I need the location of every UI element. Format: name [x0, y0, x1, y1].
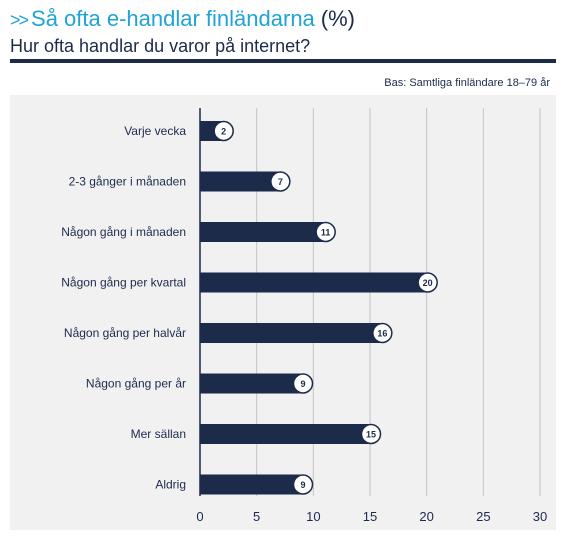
category-label: Aldrig: [155, 478, 186, 492]
x-tick-label: 20: [419, 509, 433, 524]
value-marker: [270, 171, 291, 192]
category-label: Någon gång per kvartal: [61, 276, 186, 290]
value-marker: [213, 120, 234, 142]
value-label: 15: [366, 430, 376, 440]
category-label: Varje vecka: [124, 124, 186, 138]
chart-panel: [10, 95, 556, 530]
value-marker: [292, 474, 314, 495]
category-label: Någon gång i månaden: [61, 225, 186, 239]
category-label: Någon gång per år: [86, 377, 186, 391]
bar: [200, 171, 280, 192]
value-marker: [292, 373, 314, 394]
chart-title-unit: (%): [320, 6, 356, 31]
chart-subtitle: Hur ofta handlar du varor på internet?: [10, 36, 311, 56]
value-marker: [372, 322, 393, 344]
category-label: Mer sällan: [131, 427, 186, 441]
x-tick-label: 10: [306, 509, 320, 524]
base-note: Bas: Samtliga finländare 18–79 år: [384, 77, 550, 89]
bar: [200, 474, 302, 495]
value-label: 20: [423, 278, 433, 288]
bar: [200, 424, 370, 444]
x-tick-label: 15: [363, 509, 377, 524]
value-label: 9: [300, 480, 305, 490]
value-marker: [360, 423, 382, 445]
bar: [200, 222, 325, 242]
value-label: 7: [278, 177, 283, 187]
value-label: 16: [377, 329, 387, 339]
header-divider: [10, 59, 556, 63]
chart-title: Så ofta e-handlar finländarna: [31, 6, 315, 31]
value-marker: [417, 272, 438, 293]
value-label: 9: [300, 379, 305, 389]
x-tick-label: 30: [533, 509, 547, 524]
category-label: 2-3 gånger i månaden: [69, 175, 186, 189]
x-tick-label: 5: [253, 509, 260, 524]
x-tick-label: 25: [476, 509, 490, 524]
value-label: 2: [221, 127, 226, 137]
value-marker: [315, 221, 336, 243]
category-label: Någon gång per halvår: [64, 326, 186, 340]
title-marker: >>: [10, 10, 29, 30]
chart-header: >> Så ofta e-handlar finländarna (%) Hur…: [10, 6, 556, 57]
x-tick-label: 0: [196, 509, 203, 524]
bar: [200, 272, 427, 293]
bar: [200, 323, 382, 343]
bar: [200, 373, 302, 394]
chart-title-row: >> Så ofta e-handlar finländarna (%): [10, 6, 556, 33]
value-label: 11: [321, 228, 331, 238]
